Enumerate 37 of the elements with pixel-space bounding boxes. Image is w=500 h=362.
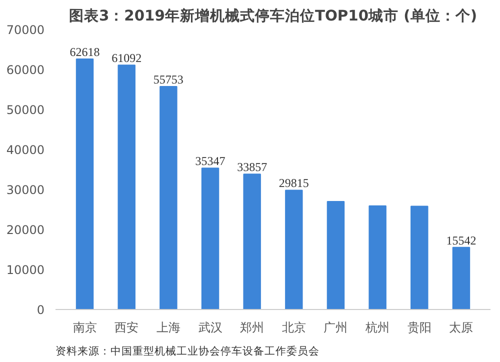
y-tick-label: 60000	[6, 63, 45, 77]
x-tick-label: 上海	[156, 320, 180, 334]
data-label: 29815	[278, 176, 309, 190]
x-tick-label: 广州	[324, 320, 348, 334]
bar	[368, 205, 386, 310]
bar	[452, 246, 470, 310]
text: 资料来源：中国重型机械工业协会停车设备工作委员会	[56, 344, 320, 358]
bar	[160, 86, 178, 310]
bar	[243, 174, 261, 310]
data-label: 55753	[153, 72, 184, 86]
bar	[326, 201, 345, 310]
chart-title: 图表3：2019年新增机械式停车泊位TOP10城市 (单位：个)	[68, 6, 478, 24]
x-tick-label: 太原	[449, 320, 474, 334]
y-tick-label: 50000	[6, 103, 45, 117]
x-tick-label: 武汉	[198, 320, 222, 334]
x-tick-label: 西安	[114, 320, 139, 334]
bar	[285, 190, 303, 310]
y-tick-label: 0	[36, 303, 45, 317]
y-tick-label: 20000	[6, 223, 45, 237]
x-tick-label: 南京	[72, 320, 97, 334]
data-label: 15542	[446, 233, 476, 248]
data-label: 61092	[112, 51, 142, 66]
bar	[76, 58, 94, 310]
y-tick-label: 30000	[6, 183, 45, 197]
y-tick-label: 70000	[6, 23, 45, 37]
x-tick-label: 贵阳	[407, 320, 432, 334]
data-label: 35347	[195, 154, 226, 168]
y-tick-label: 40000	[6, 143, 45, 157]
y-tick-label: 10000	[6, 263, 45, 277]
bar	[201, 168, 220, 310]
bar	[410, 206, 428, 310]
data-label: 33857	[237, 160, 268, 174]
x-tick-label: 郑州	[240, 320, 264, 334]
bar	[118, 64, 136, 310]
x-tick-label: 杭州	[364, 320, 390, 334]
x-tick-label: 北京	[282, 320, 306, 334]
data-label: 62618	[70, 45, 100, 60]
